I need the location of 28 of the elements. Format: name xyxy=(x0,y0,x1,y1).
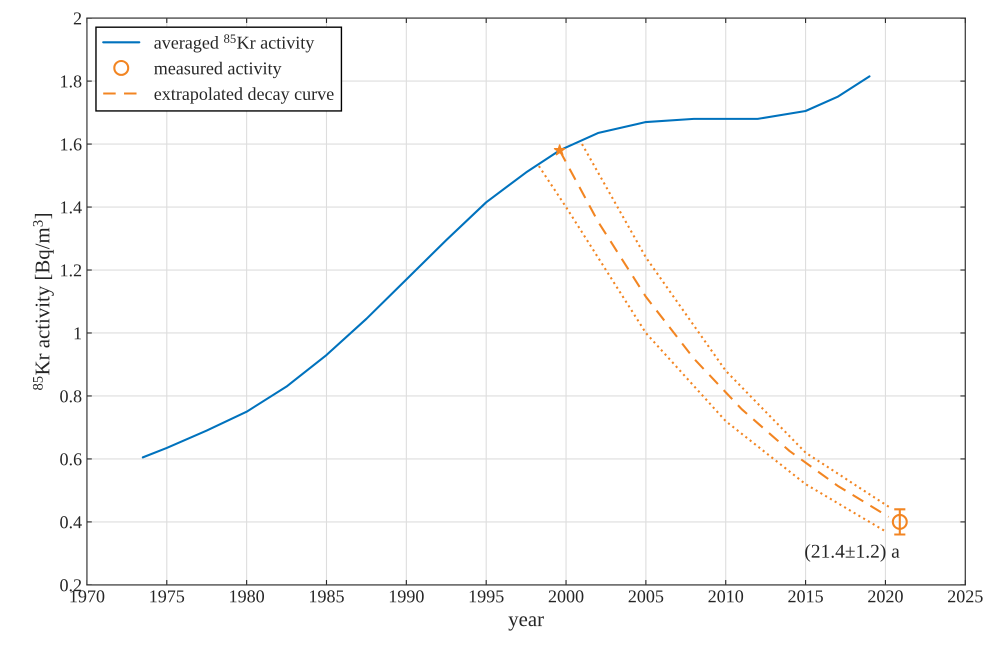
y-tick-label: 0.6 xyxy=(60,453,82,466)
x-tick-label: 1995 xyxy=(470,590,504,602)
x-tick-label: 1980 xyxy=(230,590,264,602)
y-tick-label: 1.8 xyxy=(61,75,82,88)
annotation: (21.4±1.2) a xyxy=(805,544,900,562)
x-tick-label: 1990 xyxy=(390,590,424,602)
x-tick-label: 2010 xyxy=(708,590,744,602)
y-tick-label: 1.2 xyxy=(61,264,82,277)
x-tick-label: 2005 xyxy=(628,590,664,602)
y-tick-label: 2 xyxy=(74,12,82,24)
legend-label: extrapolated decay curve xyxy=(154,87,334,104)
y-tick-label: 1 xyxy=(74,327,81,340)
x-tick-label: 1970 xyxy=(70,590,104,602)
x-tick-label: 1985 xyxy=(310,590,344,602)
y-axis-title: $^{85}$Kr activity [Bq/m$^{3}$] xyxy=(32,214,54,390)
x-axis-title: year xyxy=(508,616,544,631)
x-tick-label: 2000 xyxy=(548,590,584,602)
y-tick-label: 0.4 xyxy=(60,516,82,528)
legend-label: averaged $^{85}$Kr activity xyxy=(154,34,314,52)
y-tick-label: 1.4 xyxy=(61,201,82,214)
x-tick-label: 2015 xyxy=(788,590,823,602)
y-tick-label: 0.8 xyxy=(60,390,82,402)
legend-label: measured activity xyxy=(154,62,282,78)
y-tick-label: 0.2 xyxy=(60,579,82,592)
x-tick-label: 1975 xyxy=(150,590,184,602)
x-tick-label: 2020 xyxy=(868,590,903,602)
y-tick-label: 1.6 xyxy=(61,138,82,151)
x-tick-label: 2025 xyxy=(948,590,983,602)
